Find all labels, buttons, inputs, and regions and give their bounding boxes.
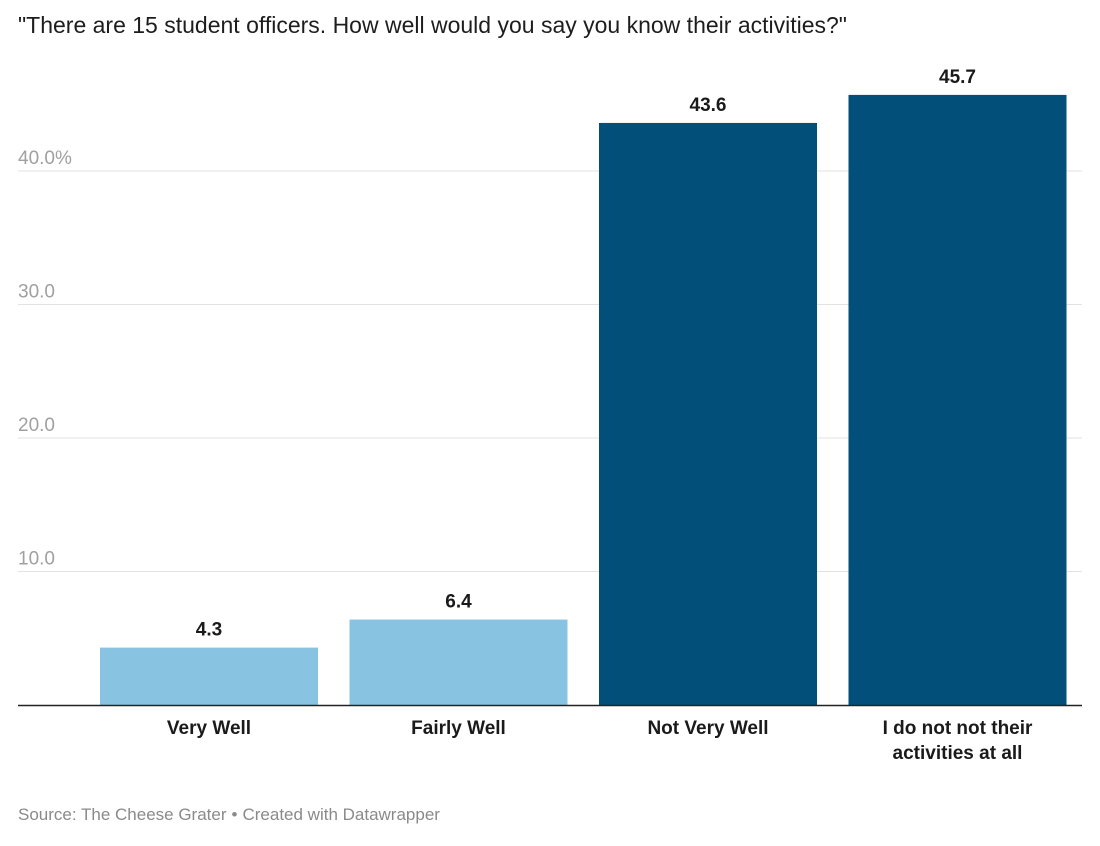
y-tick-label: 10.0	[18, 549, 55, 570]
y-tick-label: 30.0	[18, 282, 55, 303]
source-text: Source: The Cheese Grater	[18, 805, 227, 824]
x-category-label: Very Well	[167, 718, 251, 739]
x-axis-category-labels: Very Well Fairly Well Not Very Well I do no…	[167, 718, 1033, 764]
bar	[599, 122, 817, 705]
x-category-label: Not Very Well	[647, 718, 768, 739]
value-labels: 4.3 6.4 43.6 45.7	[196, 67, 976, 641]
value-label: 43.6	[690, 95, 727, 116]
x-category-label: I do not not their	[883, 718, 1033, 739]
x-category-label: Fairly Well	[411, 718, 506, 739]
bar	[100, 647, 318, 705]
source-note: Source: The Cheese Grater • Created with D…	[18, 805, 440, 825]
source-separator: •	[231, 805, 238, 824]
value-label: 45.7	[939, 67, 976, 88]
bar	[848, 94, 1067, 705]
value-label: 4.3	[196, 620, 222, 641]
chart-title: "There are 15 student officers. How well…	[18, 12, 847, 38]
y-axis-tick-labels: 10.0 20.0 30.0 40.0%	[18, 148, 72, 570]
x-category-label: activities at all	[893, 743, 1023, 764]
bars	[100, 94, 1067, 705]
y-tick-label: 20.0	[18, 415, 55, 436]
value-label: 6.4	[445, 592, 472, 613]
source-credit: Created with Datawrapper	[242, 805, 440, 824]
y-tick-label: 40.0%	[18, 148, 72, 169]
bar	[349, 619, 568, 705]
